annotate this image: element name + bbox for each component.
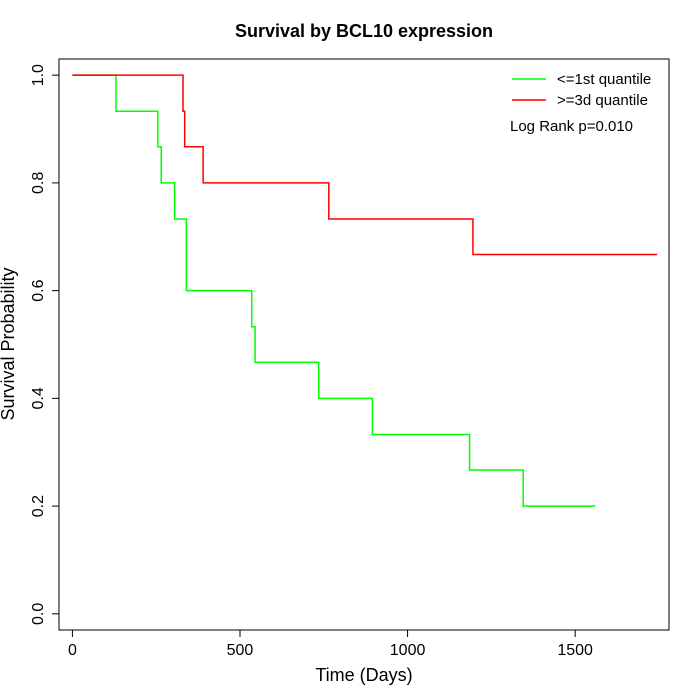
x-tick-label: 1000 — [390, 642, 426, 659]
series-layer — [72, 74, 658, 507]
y-tick-label: 0.6 — [30, 279, 47, 301]
legend-label-low: <=1st quantile — [557, 71, 651, 88]
y-axis: 0.0 0.2 0.4 0.6 0.8 1.0 — [30, 64, 60, 625]
legend-label-high: >=3d quantile — [557, 92, 648, 109]
x-tick-label: 500 — [227, 642, 254, 659]
x-tick-label: 1500 — [557, 642, 593, 659]
y-tick-label: 0.8 — [30, 172, 47, 194]
y-tick-label: 0.2 — [30, 495, 47, 517]
x-axis-label: Time (Days) — [315, 665, 412, 685]
legend: <=1st quantile >=3d quantile — [512, 71, 651, 109]
chart-title: Survival by BCL10 expression — [235, 21, 493, 41]
y-tick-label: 0.0 — [30, 603, 47, 625]
x-tick-label: 0 — [68, 642, 77, 659]
series-low-expression-curve — [72, 74, 596, 507]
y-axis-label: Survival Probability — [0, 267, 18, 420]
y-tick-label: 0.4 — [30, 387, 47, 409]
y-tick-label: 1.0 — [30, 64, 47, 86]
log-rank-annotation: Log Rank p=0.010 — [510, 118, 633, 135]
plot-frame — [58, 58, 670, 631]
x-axis: 0 500 1000 1500 — [68, 629, 593, 659]
series-high-expression-curve — [72, 74, 658, 256]
